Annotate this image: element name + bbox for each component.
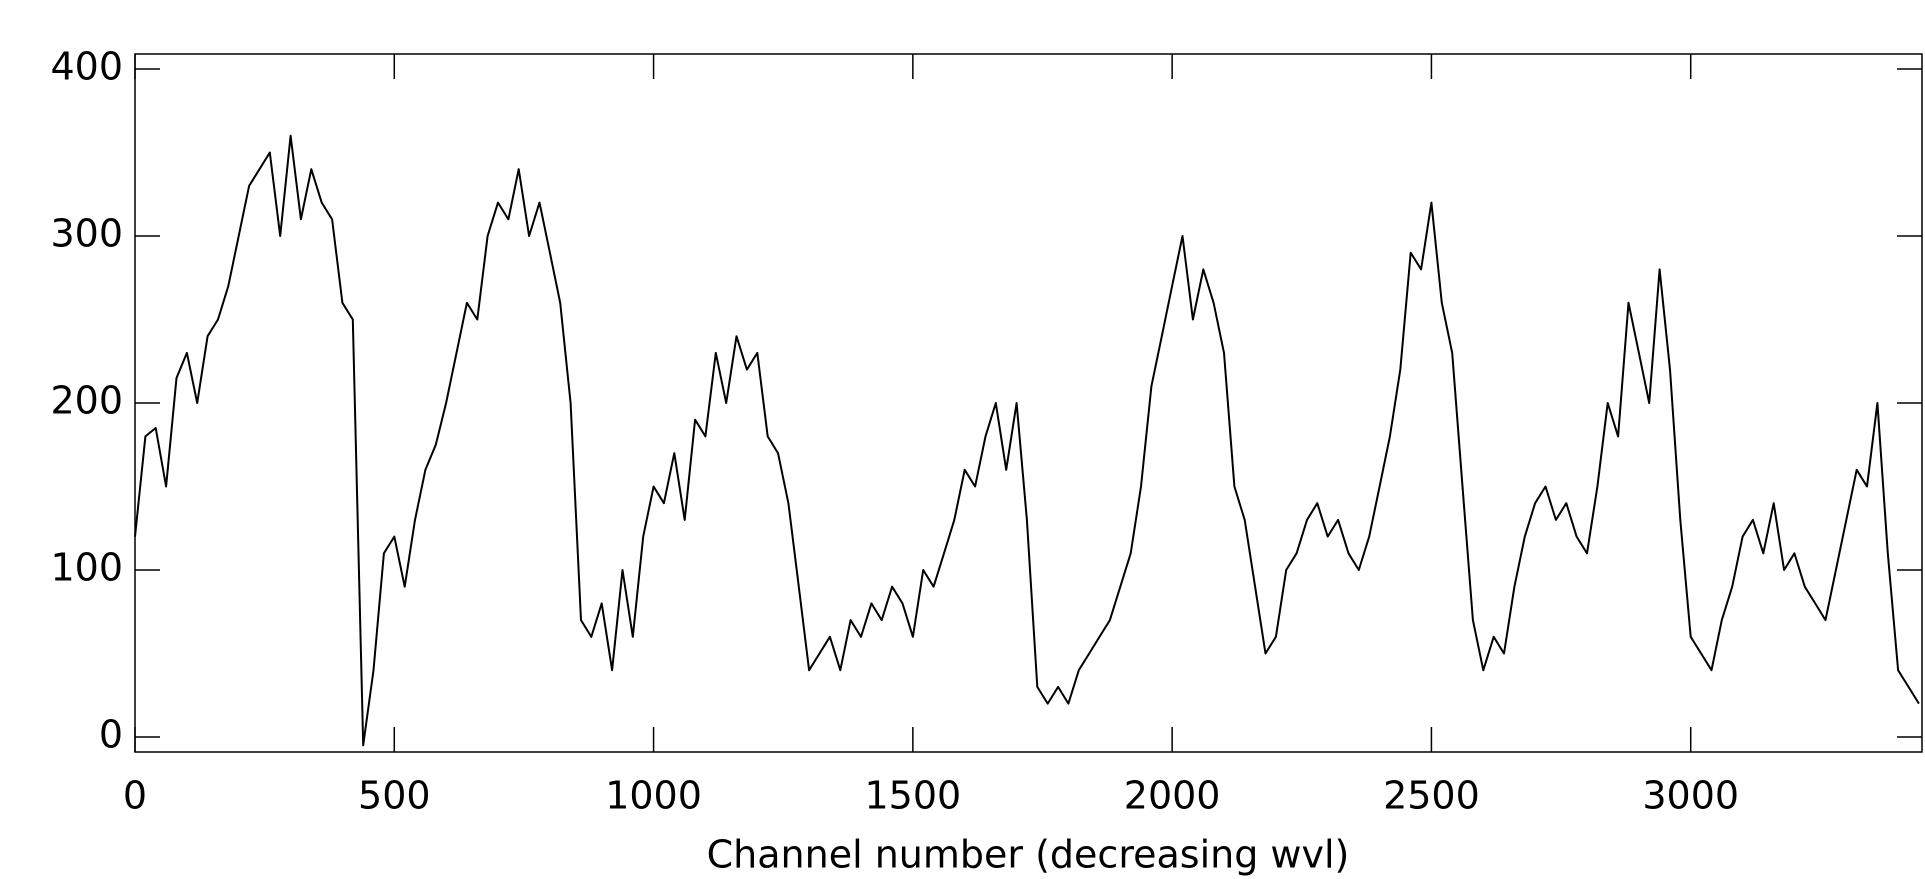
data-line [134, 134, 1920, 747]
plot-frame [134, 53, 1923, 753]
y-tick-label: 300 [50, 212, 123, 256]
y-tick-label: 400 [50, 45, 123, 89]
x-tick-label: 1000 [605, 774, 702, 818]
x-tick-label: 500 [358, 774, 431, 818]
x-axis-label: Channel number (decreasing wvl) [707, 833, 1350, 877]
x-tick-label: 1500 [864, 774, 961, 818]
x-tick-label: 2000 [1124, 774, 1221, 818]
x-tick-label: 0 [123, 774, 147, 818]
y-tick-label: 0 [99, 712, 123, 756]
x-tick-label: 3000 [1642, 774, 1739, 818]
y-tick-label: 200 [50, 379, 123, 423]
x-tick-label: 2500 [1383, 774, 1480, 818]
y-tick-label: 100 [50, 545, 123, 589]
